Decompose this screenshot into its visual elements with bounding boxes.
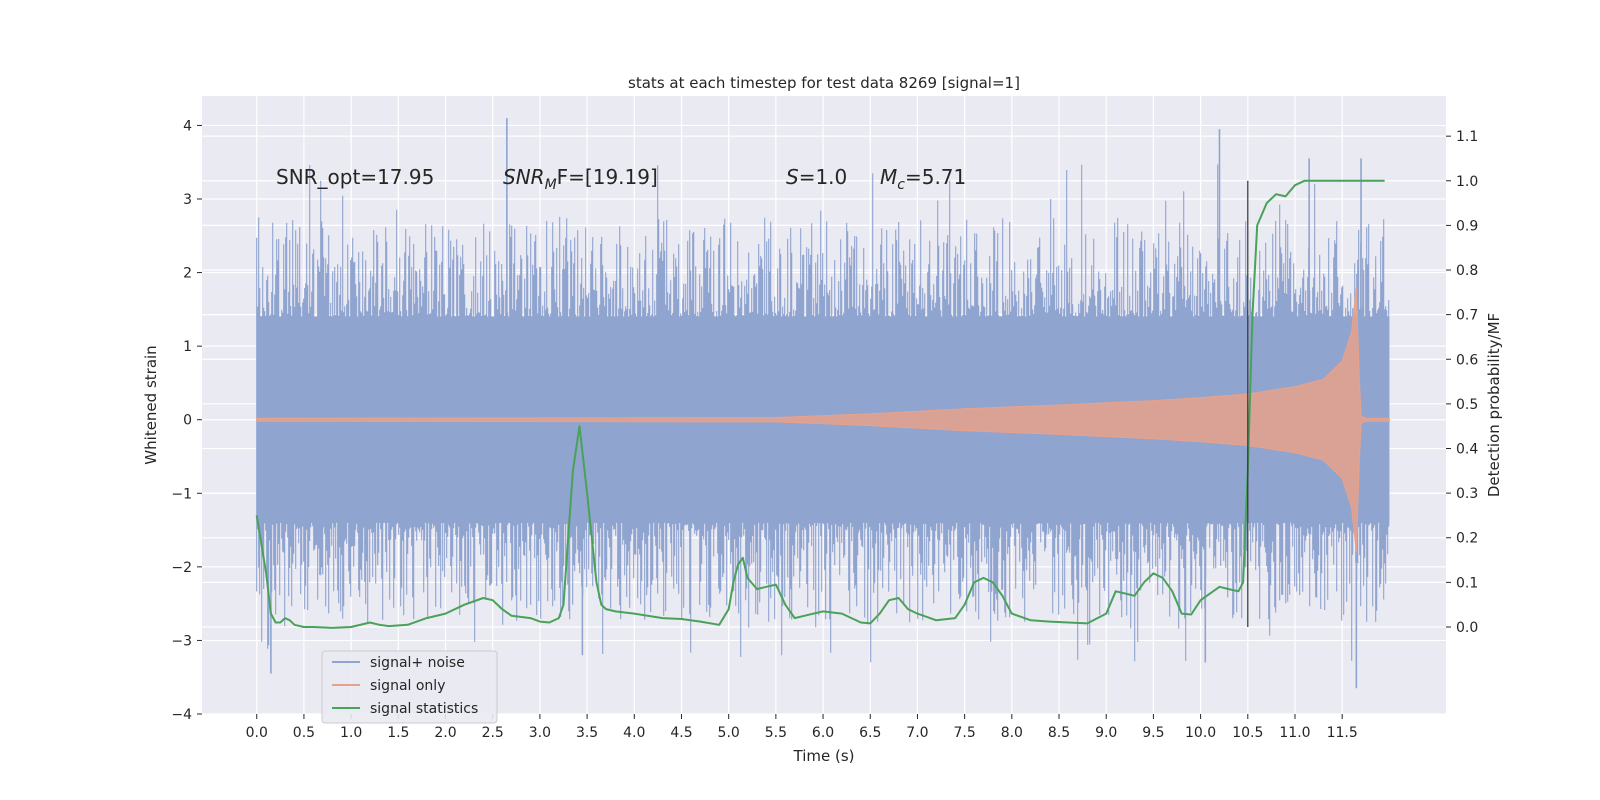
signal-statistics-line	[255, 179, 1385, 629]
y-tick-label-right: 1.0	[1456, 174, 1478, 190]
y-tick-label-right: 0.3	[1456, 486, 1478, 502]
x-tick-label: 10.0	[1185, 725, 1216, 741]
x-tick-label: 5.5	[765, 725, 787, 741]
annotation-s: S=1.0	[786, 165, 847, 189]
y-tick-label-right: 0.7	[1456, 308, 1478, 324]
x-tick-label: 2.0	[434, 725, 456, 741]
x-tick-label: 10.5	[1232, 725, 1263, 741]
legend-box	[321, 650, 498, 724]
legend: signal+ noise signal only signal statist…	[321, 650, 498, 724]
x-axis-label: Time (s)	[793, 747, 855, 765]
y-tick-label-right: 0.5	[1456, 397, 1478, 413]
y-tick-label-right: 0.8	[1456, 263, 1478, 279]
y-tick-label-right: 0.6	[1456, 352, 1478, 368]
x-tick-label: 3.5	[576, 725, 598, 741]
y-tick-label-left: 0	[183, 413, 192, 429]
x-tick-label: 11.0	[1279, 725, 1310, 741]
y-tick-label-left: 1	[183, 339, 192, 355]
y-axis-left-label: Whitened strain	[142, 345, 160, 464]
x-tick-label: 1.5	[387, 725, 409, 741]
x-tick-label: 11.5	[1327, 725, 1358, 741]
x-tick-label: 8.0	[1001, 725, 1023, 741]
signal-statistics-series	[255, 179, 1385, 629]
annotation-chirp-mass: Mc=5.71	[880, 165, 966, 193]
x-tick-label: 7.0	[906, 725, 928, 741]
legend-label-signal-only: signal only	[370, 678, 445, 694]
x-tick-label: 4.5	[670, 725, 692, 741]
legend-label-signal-noise: signal+ noise	[370, 655, 465, 671]
x-tick-label: 1.0	[340, 725, 362, 741]
y-tick-label-right: 0.1	[1456, 575, 1478, 591]
x-tick-label: 7.5	[954, 725, 976, 741]
y-tick-label-left: 3	[183, 192, 192, 208]
x-tick-label: 6.0	[812, 725, 834, 741]
x-tick-label: 0.5	[293, 725, 315, 741]
y-tick-label-right: 0.9	[1456, 218, 1478, 234]
y-tick-label-right: 0.4	[1456, 442, 1478, 458]
signal-only-envelope	[256, 287, 1390, 553]
y-tick-label-left: −4	[171, 707, 192, 723]
legend-label-signal-statistics: signal statistics	[370, 701, 478, 717]
y-tick-label-left: −3	[171, 633, 192, 649]
y-tick-label-right: 0.0	[1456, 620, 1478, 636]
y-tick-label-left: −1	[171, 486, 192, 502]
y-tick-label-left: −2	[171, 560, 192, 576]
y-tick-label-left: 2	[183, 266, 192, 282]
x-tick-label: 9.0	[1095, 725, 1117, 741]
x-tick-label: 2.5	[482, 725, 504, 741]
x-ticks: 0.0 0.5 1.0 1.5 2.0 2.5 3.0 3.5 4.0 4.5 5.0 5.5 6.0 6…	[246, 714, 1358, 741]
y-tick-label-right: 0.2	[1456, 531, 1478, 547]
x-tick-label: 9.5	[1142, 725, 1164, 741]
annotations: SNR_opt=17.95 SNRMF=[19.19] S=1.0 Mc=5.7…	[276, 165, 966, 193]
signal-only-series	[256, 287, 1390, 553]
x-tick-label: 0.0	[246, 725, 268, 741]
y-ticks-left: 4 3 2 1 0 −1 −2 −3 −4	[171, 118, 202, 723]
x-tick-label: 3.0	[529, 725, 551, 741]
x-tick-label: 5.0	[718, 725, 740, 741]
annotation-snr-mf: SNRMF=[19.19]	[503, 165, 658, 193]
y-ticks-right: 1.1 1.0 0.9 0.8 0.7 0.6 0.5 0.4 0.3 0.2 0.1 0.0	[1446, 129, 1478, 636]
y-tick-label-right: 1.1	[1456, 129, 1478, 145]
chart-title: stats at each timestep for test data 826…	[628, 74, 1020, 92]
x-tick-label: 6.5	[859, 725, 881, 741]
y-axis-right-label: Detection probability/MF	[1485, 313, 1503, 497]
x-tick-label: 4.0	[623, 725, 645, 741]
x-tick-label: 8.5	[1048, 725, 1070, 741]
annotation-snr-opt: SNR_opt=17.95	[276, 165, 434, 189]
y-tick-label-left: 4	[183, 118, 192, 134]
